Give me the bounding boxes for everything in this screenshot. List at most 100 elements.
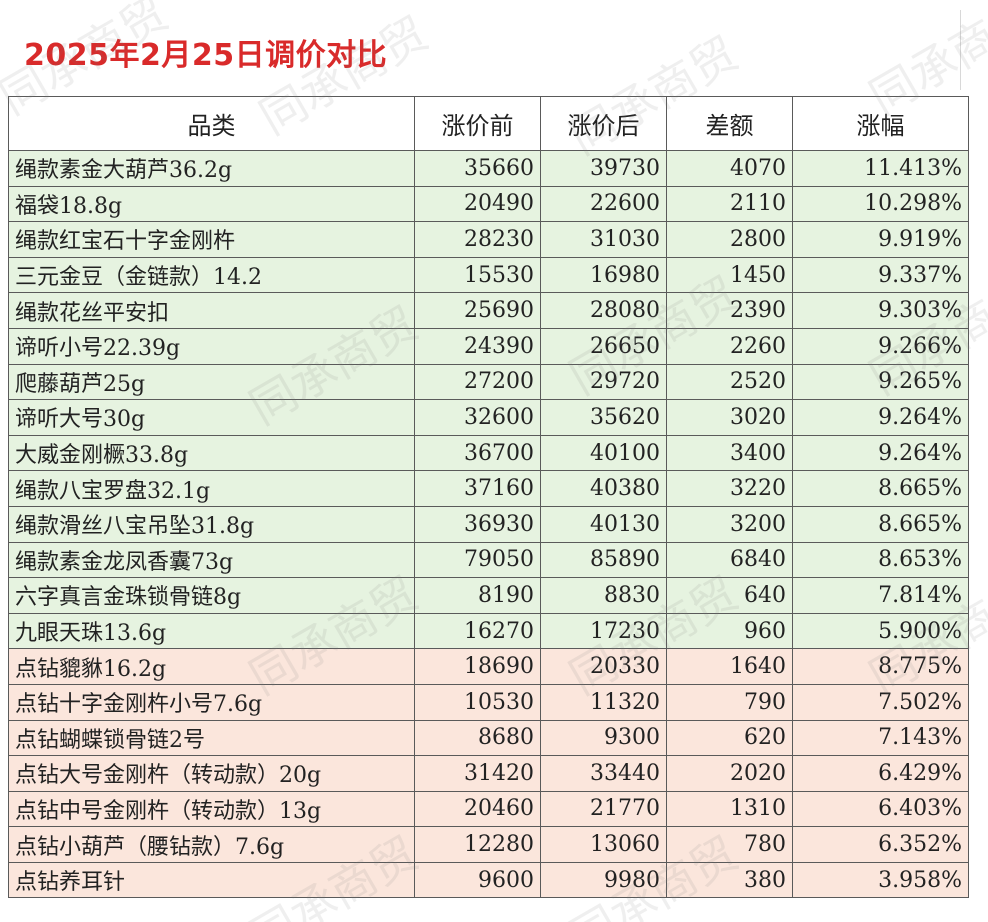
- price-comparison-table: 品类 涨价前 涨价后 差额 涨幅 绳款素金大葫芦36.2g 35660 39730 4…: [8, 96, 969, 899]
- cell-category: 爬藤葫芦25g: [8, 363, 415, 401]
- cell-difference: 3220: [666, 470, 793, 507]
- cell-price-after: 35620: [540, 399, 667, 436]
- cell-difference: 780: [666, 826, 793, 863]
- cell-category: 九眼天珠13.6g: [8, 612, 415, 650]
- cell-difference: 2800: [666, 221, 793, 258]
- cell-increase-pct: 6.352%: [792, 826, 969, 863]
- cell-increase-pct: 10.298%: [792, 185, 969, 223]
- cell-price-before: 10530: [414, 683, 541, 721]
- cell-increase-pct: 7.143%: [792, 719, 969, 757]
- cell-price-after: 22600: [540, 185, 667, 223]
- cell-difference: 6840: [666, 541, 793, 579]
- header-category: 品类: [8, 96, 415, 151]
- cell-price-before: 16270: [414, 612, 541, 650]
- cell-category: 绳款素金大葫芦36.2g: [8, 150, 415, 187]
- table-row: 点钻养耳针 9600 9980 380 3.958%: [8, 861, 969, 899]
- cell-difference: 3400: [666, 434, 793, 472]
- cell-price-before: 8680: [414, 719, 541, 757]
- cell-increase-pct: 9.265%: [792, 363, 969, 401]
- cell-price-after: 40380: [540, 470, 667, 507]
- table-row: 点钻大号金刚杵（转动款）20g 31420 33440 2020 6.429%: [8, 755, 969, 792]
- cell-price-after: 11320: [540, 683, 667, 721]
- cell-price-after: 33440: [540, 755, 667, 792]
- cell-price-before: 35660: [414, 150, 541, 187]
- table-row: 绳款花丝平安扣 25690 28080 2390 9.303%: [8, 292, 969, 329]
- cell-increase-pct: 9.264%: [792, 399, 969, 436]
- cell-difference: 790: [666, 683, 793, 721]
- cell-increase-pct: 6.403%: [792, 790, 969, 828]
- table-row: 绳款素金大葫芦36.2g 35660 39730 4070 11.413%: [8, 150, 969, 187]
- table-row: 爬藤葫芦25g 27200 29720 2520 9.265%: [8, 363, 969, 401]
- table-row: 六字真言金珠锁骨链8g 8190 8830 640 7.814%: [8, 577, 969, 614]
- header-increase-pct: 涨幅: [792, 96, 969, 151]
- cell-category: 点钻大号金刚杵（转动款）20g: [8, 755, 415, 792]
- cell-price-before: 20490: [414, 185, 541, 223]
- cell-price-after: 9980: [540, 861, 667, 899]
- cell-price-before: 8190: [414, 577, 541, 614]
- cell-increase-pct: 7.814%: [792, 577, 969, 614]
- table-row: 点钻中号金刚杵（转动款）13g 20460 21770 1310 6.403%: [8, 790, 969, 828]
- cell-price-before: 28230: [414, 221, 541, 258]
- table-row: 点钻貔貅16.2g 18690 20330 1640 8.775%: [8, 648, 969, 685]
- table-row: 大威金刚橛33.8g 36700 40100 3400 9.264%: [8, 434, 969, 472]
- cell-price-after: 85890: [540, 541, 667, 579]
- cell-category: 点钻十字金刚杵小号7.6g: [8, 683, 415, 721]
- header-divider-line: [960, 10, 961, 90]
- cell-price-before: 27200: [414, 363, 541, 401]
- cell-price-before: 79050: [414, 541, 541, 579]
- table-row: 九眼天珠13.6g 16270 17230 960 5.900%: [8, 612, 969, 650]
- cell-price-after: 20330: [540, 648, 667, 685]
- cell-category: 谛听大号30g: [8, 399, 415, 436]
- table-row: 福袋18.8g 20490 22600 2110 10.298%: [8, 185, 969, 223]
- cell-price-before: 36930: [414, 505, 541, 543]
- table-row: 点钻小葫芦（腰钻款）7.6g 12280 13060 780 6.352%: [8, 826, 969, 863]
- table-row: 绳款素金龙凤香囊73g 79050 85890 6840 8.653%: [8, 541, 969, 579]
- cell-category: 绳款滑丝八宝吊坠31.8g: [8, 505, 415, 543]
- cell-price-after: 31030: [540, 221, 667, 258]
- cell-increase-pct: 7.502%: [792, 683, 969, 721]
- cell-category: 绳款八宝罗盘32.1g: [8, 470, 415, 507]
- cell-increase-pct: 5.900%: [792, 612, 969, 650]
- cell-category: 福袋18.8g: [8, 185, 415, 223]
- table-row: 三元金豆（金链款）14.2 15530 16980 1450 9.337%: [8, 256, 969, 294]
- cell-difference: 380: [666, 861, 793, 899]
- cell-category: 绳款花丝平安扣: [8, 292, 415, 329]
- cell-increase-pct: 8.653%: [792, 541, 969, 579]
- cell-price-after: 17230: [540, 612, 667, 650]
- cell-category: 绳款红宝石十字金刚杵: [8, 221, 415, 258]
- cell-increase-pct: 6.429%: [792, 755, 969, 792]
- cell-price-before: 15530: [414, 256, 541, 294]
- cell-category: 点钻蝴蝶锁骨链2号: [8, 719, 415, 757]
- cell-difference: 2390: [666, 292, 793, 329]
- header-difference: 差额: [666, 96, 793, 151]
- header-price-before: 涨价前: [414, 96, 541, 151]
- cell-price-after: 29720: [540, 363, 667, 401]
- cell-category: 点钻小葫芦（腰钻款）7.6g: [8, 826, 415, 863]
- table-row: 谛听小号22.39g 24390 26650 2260 9.266%: [8, 327, 969, 365]
- cell-difference: 2110: [666, 185, 793, 223]
- cell-category: 大威金刚橛33.8g: [8, 434, 415, 472]
- cell-difference: 4070: [666, 150, 793, 187]
- cell-price-after: 39730: [540, 150, 667, 187]
- cell-category: 点钻貔貅16.2g: [8, 648, 415, 685]
- cell-price-after: 40130: [540, 505, 667, 543]
- table-row: 绳款八宝罗盘32.1g 37160 40380 3220 8.665%: [8, 470, 969, 507]
- cell-increase-pct: 3.958%: [792, 861, 969, 899]
- cell-difference: 2260: [666, 327, 793, 365]
- cell-category: 点钻养耳针: [8, 861, 415, 899]
- cell-difference: 3020: [666, 399, 793, 436]
- cell-price-before: 20460: [414, 790, 541, 828]
- cell-increase-pct: 9.337%: [792, 256, 969, 294]
- cell-increase-pct: 9.303%: [792, 292, 969, 329]
- cell-price-before: 12280: [414, 826, 541, 863]
- cell-price-after: 28080: [540, 292, 667, 329]
- cell-price-after: 9300: [540, 719, 667, 757]
- cell-difference: 960: [666, 612, 793, 650]
- cell-price-after: 26650: [540, 327, 667, 365]
- cell-price-before: 31420: [414, 755, 541, 792]
- cell-difference: 620: [666, 719, 793, 757]
- cell-increase-pct: 8.665%: [792, 505, 969, 543]
- cell-difference: 1310: [666, 790, 793, 828]
- cell-price-after: 40100: [540, 434, 667, 472]
- cell-price-before: 9600: [414, 861, 541, 899]
